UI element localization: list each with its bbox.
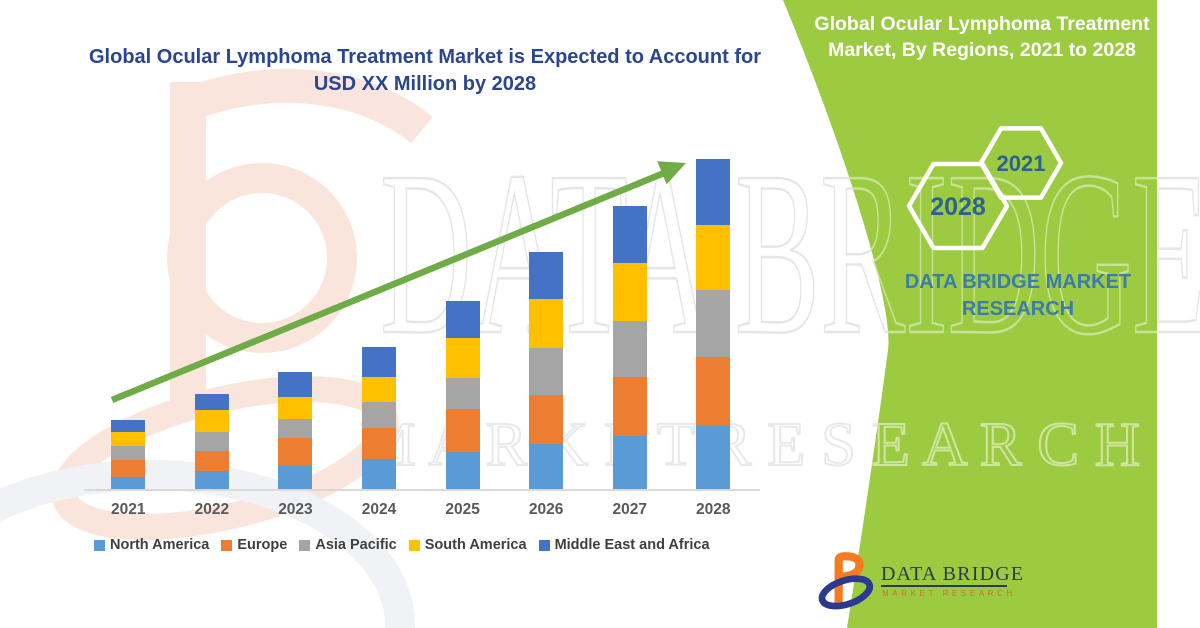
- bar-2021: [111, 419, 146, 490]
- legend-label: Asia Pacific: [315, 537, 397, 553]
- bar-segment-north-america: [111, 476, 146, 490]
- hexagon-2021-label: 2021: [997, 151, 1046, 176]
- databridge-logo-icon: [818, 552, 874, 610]
- bar-segment-middle-east-and-africa: [362, 347, 396, 377]
- chart-title-line1: Global Ocular Lymphoma Treatment Market …: [89, 46, 761, 68]
- bar-segment-middle-east-and-africa: [194, 394, 229, 411]
- x-axis-label-2022: 2022: [194, 501, 230, 518]
- x-axis-line: [84, 489, 760, 491]
- bar-2022: [194, 394, 229, 490]
- bar-segment-middle-east-and-africa: [529, 252, 564, 300]
- bar-segment-south-america: [529, 299, 564, 349]
- bar-segment-asia-pacific: [445, 377, 480, 410]
- legend-item-north-america: North America: [94, 537, 209, 553]
- bar-segment-asia-pacific: [362, 402, 396, 428]
- chart-title-line2: USD XX Million by 2028: [313, 73, 537, 95]
- svg-text:M A R K E T R E S E A R C H: M A R K E T R E S E A R C H: [360, 411, 1140, 479]
- svg-text:DATA BRIDGE: DATA BRIDGE: [380, 123, 1200, 383]
- bar-segment-europe: [529, 395, 564, 445]
- logo-underline: [881, 585, 1007, 587]
- gray-swoosh-watermark-icon: [0, 460, 415, 628]
- legend-label: Middle East and Africa: [554, 537, 710, 553]
- stacked-bar-chart: 2021 2022 2023 2024 2025 2026 2027 2028 North A…: [84, 158, 760, 553]
- bar-segment-asia-pacific: [529, 348, 564, 396]
- bar-segment-north-america: [529, 444, 564, 490]
- x-axis-label-2025: 2025: [445, 501, 480, 518]
- bar-segment-europe: [612, 376, 647, 436]
- bar-2023: [278, 371, 313, 490]
- x-axis-label-2024: 2024: [361, 501, 397, 518]
- chart-title: Global Ocular Lymphoma Treatment Market …: [60, 44, 790, 98]
- x-axis-label-2026: 2026: [528, 501, 564, 518]
- x-axis-label-2023: 2023: [278, 501, 313, 518]
- bar-segment-south-america: [362, 376, 396, 403]
- legend-item-asia-pacific: Asia Pacific: [299, 537, 397, 553]
- chart-legend: North America Europe Asia Pacific South Ame…: [94, 537, 710, 553]
- bar-segment-asia-pacific: [111, 446, 146, 461]
- bar-segment-middle-east-and-africa: [445, 301, 480, 339]
- company-caption: DATA BRIDGE MARKET RESEARCH: [855, 269, 1181, 323]
- company-caption-line2: RESEARCH: [961, 298, 1075, 320]
- bar-segment-south-america: [696, 224, 731, 291]
- logo-name-text: DATA BRIDGE: [881, 563, 1025, 585]
- bar-segment-europe: [362, 427, 396, 460]
- panel-title: Global Ocular Lymphoma Treatment Market,…: [806, 11, 1158, 63]
- bar-2026: [529, 252, 564, 490]
- bar-2025: [445, 301, 480, 490]
- bar-segment-europe: [696, 357, 731, 426]
- bar-2027: [612, 206, 647, 490]
- bar-segment-south-america: [612, 262, 647, 321]
- panel-title-line2: Market, By Regions, 2021 to 2028: [828, 39, 1136, 61]
- bar-segment-south-america: [111, 431, 146, 447]
- legend-item-south-america: South America: [408, 537, 527, 553]
- legend-marker-icon: [299, 539, 311, 551]
- bar-segment-south-america: [445, 338, 480, 378]
- hexagon-2028-icon: 2028: [906, 161, 1010, 251]
- legend-marker-icon: [408, 539, 420, 551]
- bar-2024: [362, 347, 396, 490]
- bar-segment-europe: [111, 460, 146, 477]
- bar-segment-middle-east-and-africa: [278, 371, 313, 398]
- bar-segment-middle-east-and-africa: [696, 158, 731, 225]
- legend-label: South America: [424, 537, 527, 553]
- hexagon-2021-icon: 2021: [978, 126, 1064, 200]
- bar-segment-europe: [445, 409, 480, 453]
- legend-label: Europe: [237, 537, 288, 553]
- x-axis-label-2027: 2027: [612, 501, 647, 518]
- bar-segment-middle-east-and-africa: [111, 419, 146, 432]
- legend-item-middle-east-and-africa: Middle East and Africa: [538, 537, 710, 553]
- bar-segment-north-america: [445, 452, 480, 490]
- company-caption-line1: DATA BRIDGE MARKET: [904, 271, 1132, 293]
- bar-segment-south-america: [278, 397, 313, 419]
- bar-segment-asia-pacific: [612, 320, 647, 377]
- x-axis-label-2028: 2028: [696, 501, 731, 518]
- bar-segment-europe: [194, 451, 229, 471]
- hexagon-2028-label: 2028: [930, 193, 986, 221]
- bar-segment-north-america: [362, 459, 396, 490]
- legend-marker-icon: [94, 539, 105, 551]
- bar-segment-north-america: [278, 465, 313, 490]
- growth-arrow-icon: [110, 161, 686, 404]
- legend-marker-icon: [221, 539, 233, 551]
- legend-item-europe: Europe: [221, 537, 287, 553]
- bar-segment-asia-pacific: [194, 431, 229, 452]
- bar-segment-asia-pacific: [696, 290, 731, 358]
- green-panel-shape: [783, 0, 1157, 628]
- bar-segment-north-america: [194, 470, 229, 490]
- panel-title-line1: Global Ocular Lymphoma Treatment: [814, 13, 1150, 35]
- bar-segment-north-america: [612, 435, 647, 490]
- bar-segment-asia-pacific: [278, 418, 313, 438]
- x-axis-label-2021: 2021: [111, 501, 146, 518]
- bar-segment-europe: [278, 437, 313, 466]
- databridge-logo: DATA BRIDGE MARKET RESEARCH: [818, 548, 1078, 618]
- bar-segment-south-america: [194, 410, 229, 432]
- legend-marker-icon: [538, 539, 550, 551]
- logo-tagline-text: MARKET RESEARCH: [882, 589, 1016, 598]
- bar-2028: [696, 158, 731, 491]
- bar-segment-middle-east-and-africa: [612, 206, 647, 263]
- bar-segment-north-america: [696, 425, 731, 490]
- legend-label: North America: [110, 537, 210, 553]
